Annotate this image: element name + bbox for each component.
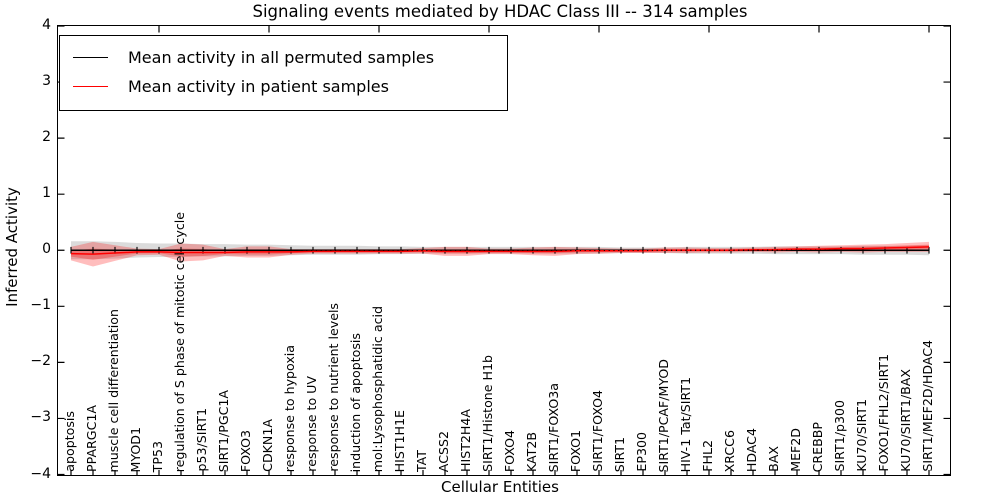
y-tick-label: −1 bbox=[30, 297, 51, 314]
x-tick-label: SIRT1/PCAF/MYOD bbox=[656, 358, 671, 472]
x-tick-label: HIV-1 Tat/SIRT1 bbox=[678, 376, 693, 472]
x-tick-label: SIRT1/FOXO4 bbox=[590, 390, 605, 472]
chart-title: Signaling events mediated by HDAC Class … bbox=[252, 2, 748, 21]
plot-area: apoptosis PPARGC1A muscle cell differentia… bbox=[57, 25, 951, 476]
x-tick-label: HIST2H4A bbox=[458, 409, 473, 472]
x-tick-label: p53/SIRT1 bbox=[194, 408, 209, 472]
x-tick-label: SIRT1 bbox=[612, 436, 627, 472]
x-tick-label: KU70/SIRT1/BAX bbox=[898, 369, 913, 472]
x-tick-label: PPARGC1A bbox=[84, 405, 99, 472]
x-tick-label: CDKN1A bbox=[260, 419, 275, 472]
chart-plot bbox=[58, 26, 950, 475]
patient-mean-line bbox=[70, 246, 930, 255]
x-axis-label: Cellular Entities bbox=[441, 478, 559, 496]
x-tick-label: HDAC4 bbox=[744, 427, 759, 472]
x-tick-label: induction of apoptosis bbox=[348, 332, 363, 472]
legend-item-patient: Mean activity in patient samples bbox=[73, 72, 507, 101]
x-tick-label: response to UV bbox=[304, 376, 319, 472]
x-tick-label: KAT2B bbox=[524, 431, 539, 472]
x-tick-label: SIRT1/FOXO3a bbox=[546, 382, 561, 472]
x-tick-label: apoptosis bbox=[62, 411, 77, 472]
x-tick-label: CREBBP bbox=[810, 421, 825, 472]
x-tick-label: FHL2 bbox=[700, 440, 715, 472]
x-tick-label: SIRT1/PGC1A bbox=[216, 389, 231, 472]
legend-label-patient: Mean activity in patient samples bbox=[128, 77, 389, 96]
x-tick-label: KU70/SIRT1 bbox=[854, 399, 869, 472]
x-tick-label: regulation of S phase of mitotic cell cy… bbox=[172, 211, 187, 472]
y-tick-label: −3 bbox=[30, 409, 51, 426]
x-tick-label: FOXO1 bbox=[568, 429, 583, 472]
x-tick-label: SIRT1/p300 bbox=[832, 400, 847, 472]
y-tick-label: 2 bbox=[42, 129, 51, 146]
x-tick-label: mol:Lysophosphatidic acid bbox=[370, 305, 385, 472]
x-tick-label: ACSS2 bbox=[436, 430, 451, 472]
x-tick-label: SIRT1/MEF2D/HDAC4 bbox=[920, 340, 935, 472]
legend-label-permuted: Mean activity in all permuted samples bbox=[128, 48, 435, 67]
patient-band-inner bbox=[71, 244, 929, 260]
x-tick-label: TP53 bbox=[150, 440, 165, 472]
patient-line-swatch bbox=[73, 86, 108, 87]
y-tick-label: 0 bbox=[42, 241, 51, 258]
x-tick-label: EP300 bbox=[634, 432, 649, 472]
legend-item-permuted: Mean activity in all permuted samples bbox=[73, 43, 507, 72]
x-tick-label: FOXO3 bbox=[238, 429, 253, 472]
x-tick-label: HIST1H1E bbox=[392, 409, 407, 472]
x-tick-label: FOXO4 bbox=[502, 429, 517, 472]
x-tick-label: muscle cell differentiation bbox=[106, 308, 121, 473]
y-tick-label: 1 bbox=[42, 185, 51, 202]
y-tick-label: −4 bbox=[30, 465, 51, 482]
y-tick-label: −2 bbox=[30, 353, 51, 370]
patient-band-outer bbox=[71, 241, 929, 267]
y-tick-label: 3 bbox=[42, 73, 51, 90]
x-tick-label: FOXO1/FHL2/SIRT1 bbox=[876, 354, 891, 472]
permuted-line-swatch bbox=[73, 57, 108, 58]
x-tick-label: XRCC6 bbox=[722, 429, 737, 472]
x-tick-label: response to hypoxia bbox=[282, 344, 297, 472]
legend-box: Mean activity in all permuted samples Me… bbox=[59, 35, 508, 111]
x-tick-label: MYOD1 bbox=[128, 426, 143, 473]
x-tick-label: MEF2D bbox=[788, 428, 803, 472]
x-tick-label: TAT bbox=[414, 449, 429, 472]
axis-ticks bbox=[58, 26, 950, 475]
x-tick-label: SIRT1/Histone H1b bbox=[480, 355, 495, 472]
x-tick-label: BAX bbox=[766, 446, 781, 472]
y-tick-label: 4 bbox=[42, 17, 51, 33]
x-tick-label: response to nutrient levels bbox=[326, 303, 341, 472]
